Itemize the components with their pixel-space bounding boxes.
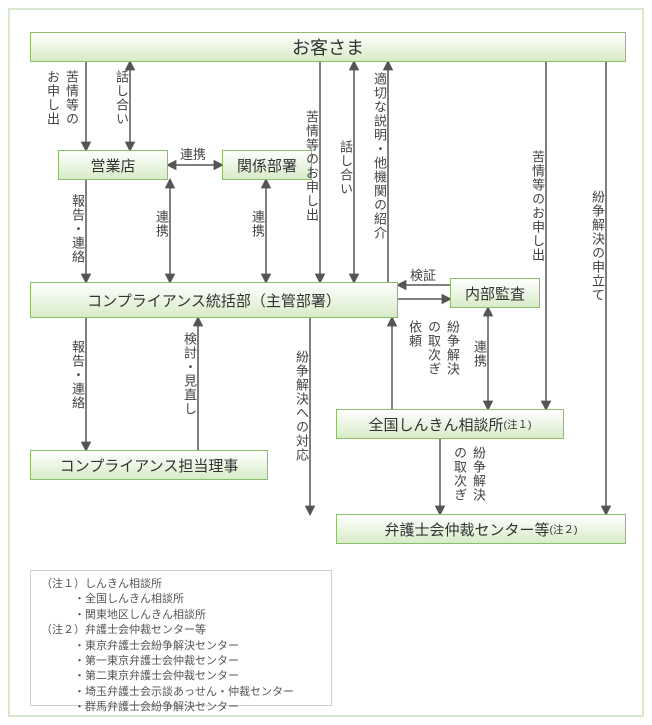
label-cust-shinkin: 苦情等のお申し出 bbox=[528, 150, 547, 262]
label-audit-comp: 検証 bbox=[410, 265, 436, 284]
note-line: （注２）弁護士会仲裁センター等 bbox=[41, 623, 321, 638]
box-director-label: コンプライアンス担当理事 bbox=[60, 455, 239, 476]
box-branch-label: 営業店 bbox=[90, 155, 135, 176]
note-line: ・埼玉弁護士会示談あっせん・仲裁センター bbox=[41, 685, 321, 700]
box-related-label: 関係部署 bbox=[237, 155, 297, 176]
label-comp-dir-down: 報告・連絡 bbox=[68, 340, 87, 410]
box-shinkin-label: 全国しんきん相談所 bbox=[368, 414, 503, 435]
label-shinkin-comp: 紛争解決の取次ぎ依頼 bbox=[405, 320, 462, 376]
label-branch-comp-down: 報告・連絡 bbox=[68, 194, 87, 264]
note-line: ・第一東京弁護士会仲裁センター bbox=[41, 654, 321, 669]
label-comp-dir-up: 検討・見直し bbox=[180, 332, 199, 416]
box-related: 関係部署 bbox=[222, 150, 312, 180]
label-branch-comp-bi: 連携 bbox=[152, 210, 171, 238]
notes-box: （注１）しんきん相談所 ・全国しんきん相談所 ・関東地区しんきん相談所（注２）弁… bbox=[30, 570, 332, 706]
label-cust-comp-down: 苦情等のお申し出 bbox=[302, 110, 321, 222]
label-cust-comp-up: 適切な説明・他機関の紹介 bbox=[370, 72, 389, 240]
note-line: ・全国しんきん相談所 bbox=[41, 592, 321, 607]
box-customer-label: お客さま bbox=[292, 34, 364, 60]
box-shinkin: 全国しんきん相談所(注１) bbox=[336, 409, 564, 439]
box-bar-label: 弁護士会仲裁センター等 bbox=[384, 519, 549, 540]
diagram-frame: お客さま営業店 関係部署コンプライアンス統括部（主管部署） 内部監査全国しんきん相談… bbox=[8, 8, 644, 717]
label-comp-bar: 紛争解決への対応 bbox=[292, 350, 311, 462]
box-branch: 営業店 bbox=[58, 150, 168, 180]
box-audit-label: 内部監査 bbox=[465, 283, 525, 304]
box-audit: 内部監査 bbox=[450, 278, 540, 308]
label-related-comp-bi: 連携 bbox=[248, 210, 267, 238]
box-director: コンプライアンス担当理事 bbox=[30, 450, 268, 480]
label-branch-related: 連携 bbox=[180, 144, 206, 163]
label-cust-bar: 紛争解決の申立て bbox=[588, 190, 607, 302]
note-line: ・群馬弁護士会紛争解決センター bbox=[41, 700, 321, 715]
note-line: （注１）しんきん相談所 bbox=[41, 577, 321, 592]
box-compliance: コンプライアンス統括部（主管部署） bbox=[30, 282, 398, 318]
box-compliance-label: コンプライアンス統括部（主管部署） bbox=[87, 290, 341, 311]
label-cust-branch-down: 苦情等のお申し出 bbox=[43, 70, 81, 126]
note-line: ・東京弁護士会紛争解決センター bbox=[41, 639, 321, 654]
box-bar-annot: (注２) bbox=[550, 522, 578, 537]
box-shinkin-annot: (注１) bbox=[504, 417, 532, 432]
note-line: ・関東地区しんきん相談所 bbox=[41, 608, 321, 623]
label-shinkin-bar: 紛争解決の取次ぎ bbox=[450, 446, 488, 502]
box-customer: お客さま bbox=[30, 32, 626, 62]
box-bar: 弁護士会仲裁センター等(注２) bbox=[336, 514, 626, 544]
label-cust-branch-bi: 話し合い bbox=[112, 70, 131, 126]
note-line: ・第二東京弁護士会仲裁センター bbox=[41, 669, 321, 684]
label-audit-shinkin: 連携 bbox=[470, 340, 489, 368]
label-cust-comp-bi: 話し合い bbox=[336, 140, 355, 196]
